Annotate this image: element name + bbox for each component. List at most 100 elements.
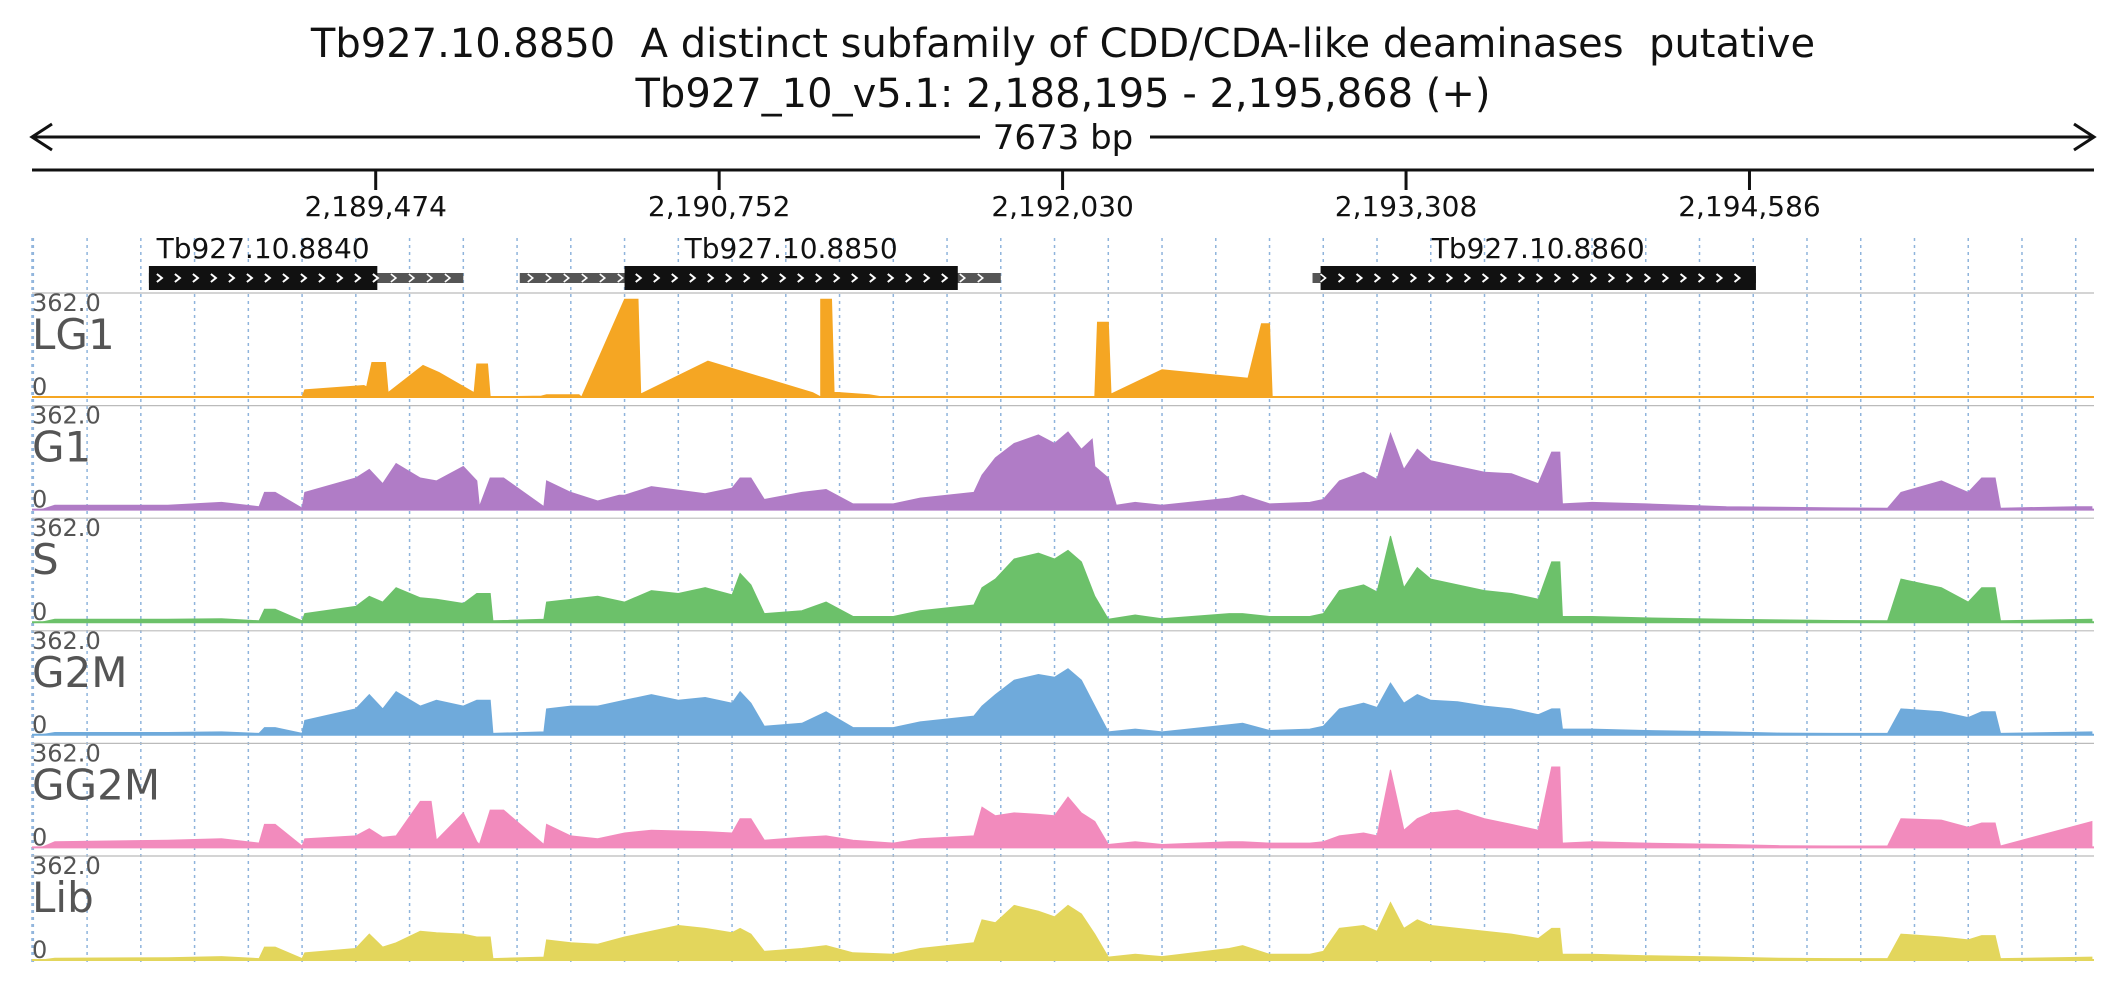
strand-arrow: [1427, 273, 1436, 283]
track-name: G1: [32, 423, 91, 472]
track-y-min-label: 0: [32, 711, 47, 739]
tick-label: 2,192,030: [991, 190, 1134, 223]
strand-arrow: [1571, 273, 1580, 283]
strand-arrow: [156, 273, 164, 283]
strand-arrow: [923, 273, 931, 283]
strand-arrow: [1481, 273, 1490, 283]
coverage-area: [41, 431, 2093, 511]
strand-arrow: [1499, 273, 1508, 283]
strand-arrow: [779, 273, 787, 283]
coverage-track: 362.0 0 Lib: [32, 852, 2094, 964]
strand-arrow: [851, 273, 859, 283]
strand-arrow: [1715, 273, 1724, 283]
page-title: Tb927.10.8850 A distinct subfamily of CD…: [310, 21, 1816, 67]
gene-cds: [1320, 266, 1756, 290]
coordinate-ruler: 2,189,474 2,190,752 2,192,030 2,193,308 2,19…: [32, 168, 2094, 223]
gene-cds: [624, 266, 958, 290]
strand-arrow: [282, 273, 290, 283]
tick-label: 2,189,474: [304, 190, 447, 223]
strand-arrow: [264, 273, 272, 283]
strand-arrow: [390, 273, 398, 283]
track-y-max-label: 362.0: [32, 739, 101, 767]
strand-arrow: [1553, 273, 1562, 283]
strand-arrow: [1445, 273, 1454, 283]
strand-arrow: [959, 273, 967, 283]
strand-arrow: [581, 273, 589, 283]
strand-arrow: [869, 273, 877, 283]
strand-arrow: [941, 273, 949, 283]
coverage-area: [41, 668, 2093, 736]
track-y-min-label: 0: [32, 936, 47, 964]
strand-arrow: [192, 273, 200, 283]
gene-label: Tb927.10.8850: [684, 232, 898, 265]
strand-arrow: [318, 273, 326, 283]
strand-arrow: [1733, 273, 1742, 283]
strand-arrow: [743, 273, 751, 283]
strand-arrow: [354, 273, 362, 283]
gene-feature[interactable]: Tb927.10.8860: [1312, 232, 1756, 290]
coverage-track: 362.0 0 G2M: [32, 627, 2094, 739]
strand-arrow: [1589, 273, 1598, 283]
strand-arrow: [1337, 273, 1346, 283]
gene-annotation-track: Tb927.10.8840 Tb927.10.8850 Tb927.10.8860: [148, 232, 1756, 290]
tick-label: 2,194,586: [1678, 190, 1821, 223]
strand-arrow: [408, 273, 416, 283]
strand-arrow: [671, 273, 679, 283]
track-name: G2M: [32, 648, 128, 697]
track-name: Lib: [32, 873, 94, 922]
strand-arrow: [707, 273, 715, 283]
strand-arrow: [1697, 273, 1706, 283]
strand-arrow: [336, 273, 344, 283]
coverage-area: [41, 901, 2093, 961]
strand-arrow: [1661, 273, 1670, 283]
strand-arrow: [1320, 273, 1327, 283]
track-y-max-label: 362.0: [32, 514, 101, 542]
track-y-max-label: 362.0: [32, 852, 101, 880]
coverage-track: 362.0 0 G1: [32, 402, 2094, 514]
strand-arrow: [444, 273, 452, 283]
strand-arrow: [545, 273, 553, 283]
gene-label: Tb927.10.8860: [1431, 232, 1645, 265]
strand-arrow: [210, 273, 218, 283]
strand-arrow: [761, 273, 769, 283]
strand-arrow: [599, 273, 607, 283]
strand-arrow: [1679, 273, 1688, 283]
strand-arrow: [725, 273, 733, 283]
strand-arrow: [1463, 273, 1472, 283]
strand-arrow: [372, 273, 380, 283]
gene-label: Tb927.10.8840: [156, 232, 370, 265]
gene-cds: [148, 266, 378, 290]
track-name: LG1: [32, 310, 115, 359]
genomic-region-label: Tb927_10_v5.1: 2,188,195 - 2,195,868 (+): [635, 71, 1491, 117]
coverage-area: [301, 298, 1273, 399]
track-y-min-label: 0: [32, 486, 47, 514]
strand-arrow: [1373, 273, 1382, 283]
track-y-max-label: 362.0: [32, 402, 101, 430]
strand-arrow: [1517, 273, 1526, 283]
strand-arrow: [1355, 273, 1364, 283]
strand-arrow: [1409, 273, 1418, 283]
strand-arrow: [527, 273, 535, 283]
strand-arrow: [426, 273, 434, 283]
coverage-track: 362.0 0 GG2M: [32, 739, 2094, 851]
track-y-min-label: 0: [32, 823, 47, 851]
strand-arrow: [1607, 273, 1616, 283]
strand-arrow: [1625, 273, 1634, 283]
coverage-area: [41, 766, 2093, 848]
tick-label: 2,193,308: [1335, 190, 1478, 223]
track-y-min-label: 0: [32, 373, 47, 401]
gene-feature[interactable]: Tb927.10.8840: [148, 232, 464, 290]
strand-arrow: [300, 273, 308, 283]
track-y-min-label: 0: [32, 598, 47, 626]
strand-arrow: [635, 273, 643, 283]
strand-arrow: [797, 273, 805, 283]
strand-arrow: [833, 273, 841, 283]
track-y-max-label: 362.0: [32, 289, 101, 317]
coverage-tracks: 362.00LG1362.00G1362.00S362.00G2M362.00G…: [32, 289, 2094, 964]
strand-arrow: [815, 273, 823, 283]
strand-arrow: [887, 273, 895, 283]
strand-arrow: [228, 273, 236, 283]
coverage-track: 362.0 0 LG1: [32, 289, 2094, 401]
strand-arrow: [977, 273, 985, 283]
gene-feature[interactable]: Tb927.10.8850: [519, 232, 1001, 290]
